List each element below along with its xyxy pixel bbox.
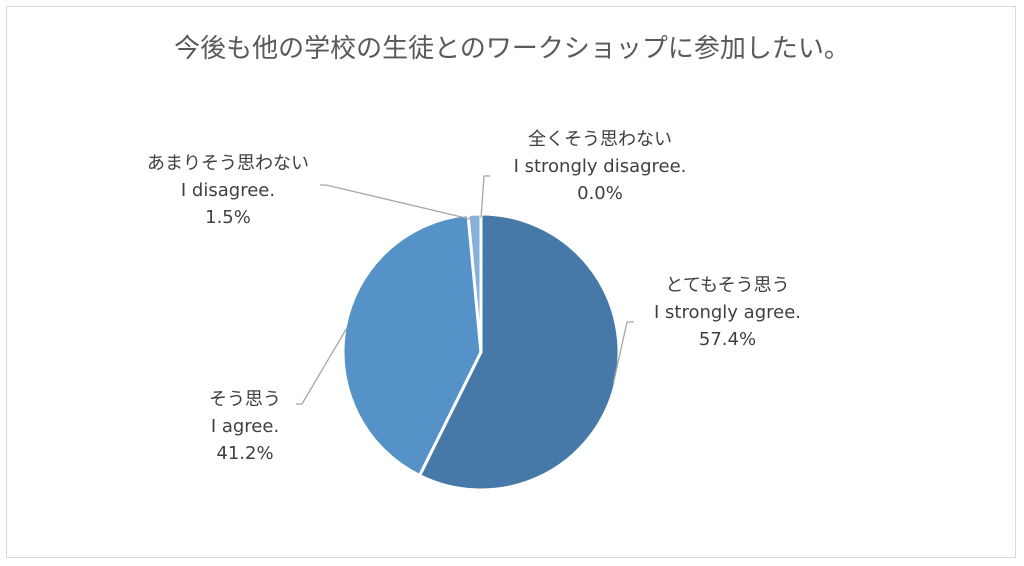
slice-strongly-agree [418, 212, 621, 492]
label-strongly-disagree-en: I strongly disagree. [513, 156, 687, 177]
leader-disagree [320, 184, 475, 221]
label-strongly-disagree-ja: 全くそう思わない [528, 129, 672, 150]
label-strongly-disagree: 全くそう思わない I strongly disagree. 0.0% [480, 126, 720, 207]
leader-agree [296, 326, 348, 405]
label-agree-en: I agree. [210, 416, 280, 437]
label-strongly-agree: とてもそう思う I strongly agree. 57.4% [610, 272, 845, 353]
label-agree-ja: そう思う [209, 389, 281, 410]
label-agree: そう思う I agree. 41.2% [175, 386, 315, 467]
leader-strongly-agree [612, 321, 634, 384]
label-agree-pct: 41.2% [216, 443, 274, 464]
label-strongly-agree-pct: 57.4% [698, 329, 757, 350]
label-strongly-agree-en: I strongly agree. [653, 302, 802, 323]
label-disagree: あまりそう思わない I disagree. 1.5% [118, 150, 338, 231]
label-disagree-pct: 1.5% [205, 207, 251, 228]
label-strongly-disagree-pct: 0.0% [577, 183, 623, 204]
leader-strongly-disagree [480, 175, 490, 219]
slice-agree [341, 213, 483, 478]
label-disagree-ja: あまりそう思わない [147, 153, 309, 174]
label-disagree-en: I disagree. [180, 180, 276, 201]
label-strongly-agree-ja: とてもそう思う [665, 275, 790, 296]
chart-title: 今後も他の学校の生徒とのワークショップに参加したい。 [174, 34, 850, 64]
